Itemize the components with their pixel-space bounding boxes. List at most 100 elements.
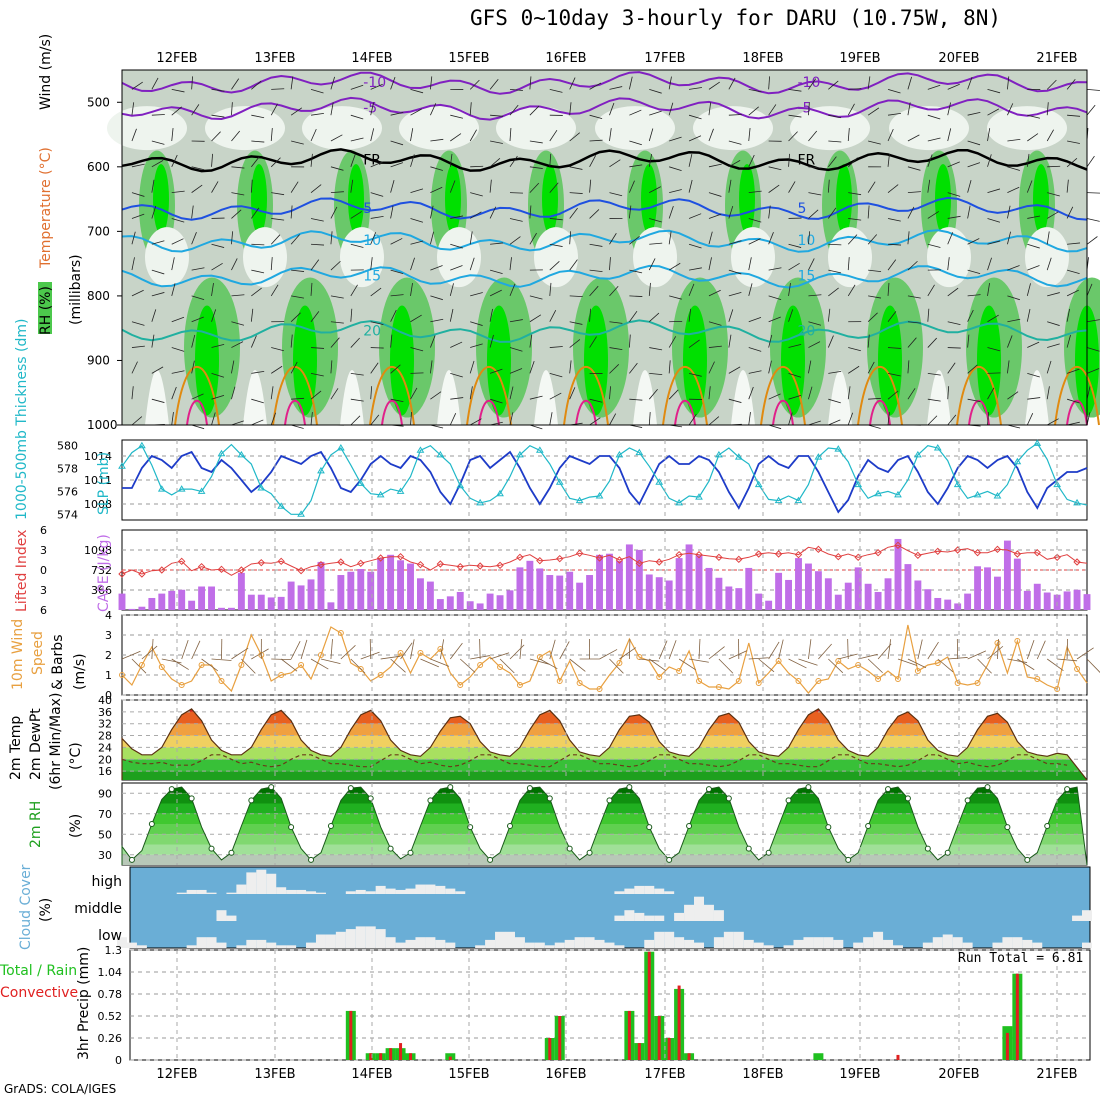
wind-barb — [291, 269, 305, 272]
wind-barb — [291, 295, 305, 299]
wind-barb — [629, 180, 635, 193]
wind-barb — [251, 419, 264, 426]
wind-barb — [828, 80, 839, 90]
wind-barb — [867, 76, 871, 90]
lifted-index-point — [1073, 558, 1081, 566]
wind-barb — [251, 648, 269, 660]
wind-barb — [629, 164, 643, 168]
isotherm-25 — [563, 365, 609, 426]
wind-speed-point — [337, 630, 344, 636]
lifted-index-point — [456, 562, 464, 571]
cape-bar — [785, 579, 792, 610]
wind-barb — [241, 658, 256, 674]
wind-barb — [748, 347, 762, 352]
thickness-point — [555, 478, 564, 485]
wind-barb — [370, 257, 373, 271]
wind-barb — [977, 658, 992, 674]
cloud-bar — [863, 937, 874, 948]
wind-barb — [470, 321, 483, 326]
top-date-label: 18FEB — [742, 51, 783, 66]
cloud-bar — [266, 873, 277, 894]
wind-barb — [798, 658, 818, 666]
wind-barb — [370, 232, 377, 245]
precip-convective-bar — [667, 1038, 671, 1060]
wind-barb — [1066, 334, 1071, 348]
wind-barb — [410, 387, 418, 400]
cloud-bar — [206, 937, 217, 948]
wind-speed-point — [556, 678, 563, 684]
cloud-bar — [504, 931, 515, 948]
lifted-index-point — [834, 552, 842, 561]
cape-bar — [974, 566, 982, 610]
wind-axis-label-3: & Barbs — [50, 635, 66, 691]
wind-barb — [449, 180, 456, 193]
isotherm-label: 15 — [798, 269, 816, 285]
wind-barb — [509, 368, 523, 374]
cloud-bar — [1002, 937, 1013, 948]
wind-barb — [569, 387, 576, 400]
cape-bar — [1033, 583, 1041, 610]
rh-point — [208, 845, 215, 852]
slp-tick-label: 1014 — [84, 450, 112, 463]
cape-bar — [864, 583, 872, 610]
lifted-index-point — [416, 560, 425, 569]
wind-barb — [589, 243, 603, 247]
wind-barb — [649, 372, 663, 376]
wind-barb — [410, 347, 424, 352]
wind-barb — [350, 284, 358, 297]
rh-band — [122, 854, 1087, 865]
wind-barb — [350, 415, 361, 426]
wind-barb — [867, 234, 878, 245]
cloud-bar — [684, 939, 695, 948]
wind-barb — [191, 76, 193, 90]
wind-barb — [1017, 658, 1035, 671]
cape-bar — [635, 549, 643, 610]
wind-barb — [688, 658, 709, 663]
wind-barb — [469, 231, 473, 245]
wind-barb — [410, 218, 424, 223]
precip-convective-bar — [687, 1053, 691, 1060]
cape-bar — [566, 571, 574, 610]
wind-barb — [907, 260, 918, 271]
wind-barb — [1027, 372, 1040, 378]
cloud-bar — [763, 945, 774, 948]
precip-convective-bar — [1005, 1032, 1009, 1060]
wind-barb — [887, 128, 894, 142]
wind-barb — [1067, 140, 1080, 144]
cloud-bar — [883, 939, 894, 948]
wind-barb — [927, 415, 938, 426]
rh-point — [546, 795, 553, 802]
wind-barb — [489, 289, 502, 297]
rh-point — [904, 795, 911, 802]
wind-barb — [867, 312, 878, 323]
cloud-bar — [216, 910, 227, 921]
wind-barb — [430, 186, 443, 193]
wind-barb — [330, 231, 333, 245]
wind-barb — [171, 106, 182, 116]
wind-barb — [967, 309, 974, 322]
cloud-bar — [1032, 942, 1043, 948]
wind-barb — [231, 258, 238, 271]
cloud-bar — [365, 891, 376, 894]
wind-speed-point — [616, 660, 623, 666]
wind-barb — [1007, 76, 1010, 90]
wind-barb — [509, 412, 514, 426]
cape-bar — [944, 599, 952, 610]
cloud-bar — [1022, 939, 1033, 948]
wind-barb — [410, 314, 422, 323]
wind-barb — [718, 658, 734, 674]
cloud-bar — [495, 931, 506, 948]
cape-axis-label: CAPE (J/kg) — [96, 534, 112, 612]
wind-barb — [589, 285, 599, 297]
cloud-bar — [753, 942, 764, 948]
wind-barb — [231, 192, 245, 196]
wind-barb — [310, 311, 320, 322]
wind-barb — [947, 232, 954, 245]
wind-barb — [668, 262, 681, 271]
rh2m-units-label: (%) — [68, 814, 84, 838]
cape-bar — [814, 571, 822, 610]
wind-speed-point — [715, 684, 722, 690]
wind-barb — [609, 386, 611, 400]
wind-barb — [609, 233, 617, 245]
wind-barb — [250, 179, 253, 193]
